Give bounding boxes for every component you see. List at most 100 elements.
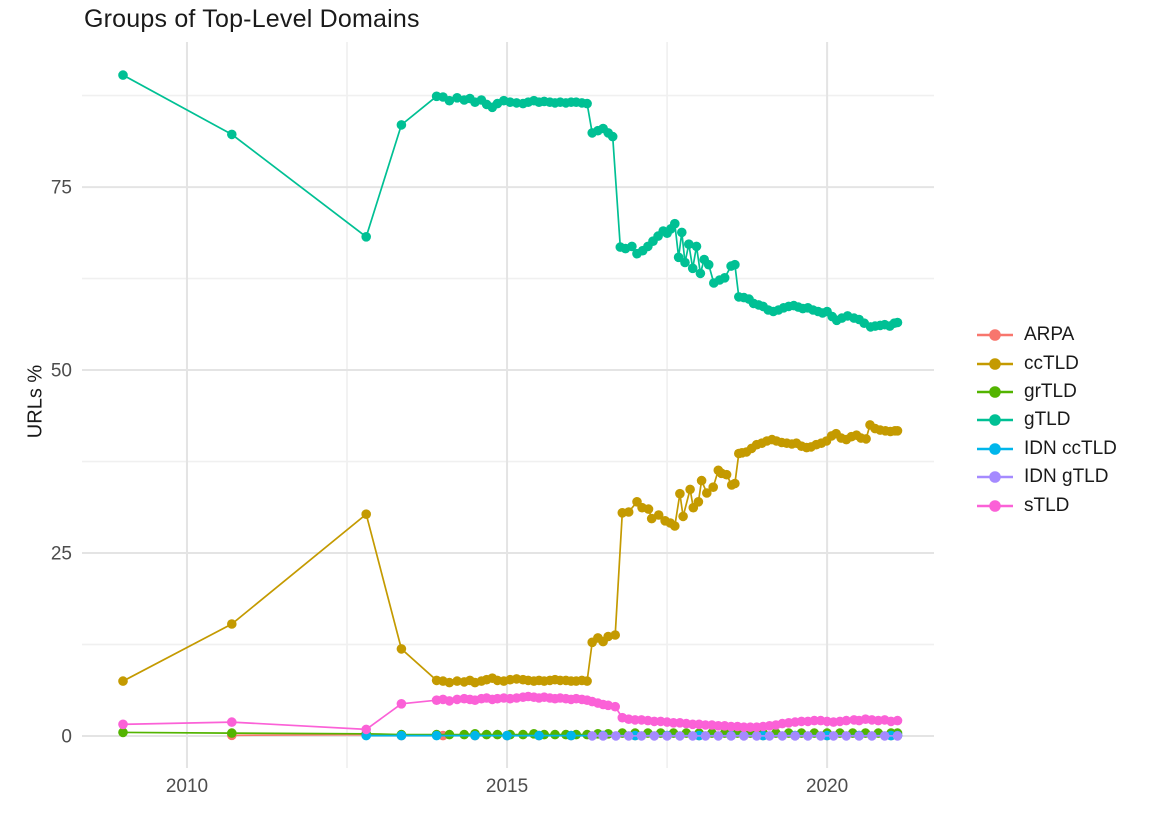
- data-point-idn-gtld: [854, 731, 864, 741]
- legend-label: grTLD: [1024, 380, 1077, 402]
- data-point-gtld: [227, 129, 237, 140]
- data-point-grtld: [518, 729, 528, 740]
- data-point-stld: [444, 696, 455, 706]
- data-point-stld: [610, 701, 620, 712]
- legend-key-dot: [989, 442, 1001, 455]
- legend-label: gTLD: [1024, 409, 1071, 431]
- data-point-grtld: [550, 729, 560, 740]
- data-point-idn-gtld: [726, 731, 736, 741]
- data-point-idn-gtld: [713, 731, 724, 741]
- data-point-idn-gtld: [777, 731, 788, 741]
- data-point-grtld: [459, 729, 470, 740]
- data-point-stld: [396, 699, 407, 709]
- data-point-cctld: [452, 676, 462, 686]
- y-tick-label: 75: [51, 178, 72, 199]
- data-point-cctld: [730, 478, 740, 489]
- data-point-cctld: [396, 644, 407, 654]
- data-point-gtld: [730, 259, 740, 270]
- data-point-gtld: [627, 241, 637, 252]
- series-line-gtld: [122, 74, 898, 328]
- legend-key-dot: [989, 471, 1001, 483]
- data-point-idn-gtld: [687, 731, 698, 741]
- data-point-stld: [118, 719, 128, 730]
- data-point-grtld: [118, 727, 128, 738]
- data-point-cctld: [721, 469, 732, 480]
- legend-key-dot: [989, 329, 1001, 341]
- x-tick-label: 2010: [166, 776, 208, 797]
- data-point-idn-cctld: [431, 730, 442, 741]
- data-point-idn-cctld: [470, 730, 480, 741]
- data-point-cctld: [361, 509, 372, 519]
- data-point-cctld: [643, 504, 654, 514]
- data-point-idn-gtld: [700, 731, 711, 741]
- data-point-cctld: [678, 511, 688, 522]
- data-point-gtld: [691, 241, 702, 252]
- data-point-cctld: [227, 619, 237, 629]
- data-point-grtld: [227, 728, 237, 738]
- data-point-gtld: [444, 95, 455, 106]
- legend-label: ccTLD: [1024, 352, 1079, 374]
- legend-key-icon: [977, 386, 1013, 398]
- data-point-gtld: [684, 239, 694, 249]
- legend-item-idn-cctld: IDN ccTLD: [975, 435, 1117, 463]
- data-point-cctld: [702, 488, 712, 498]
- legend-label: sTLD: [1024, 494, 1070, 516]
- data-point-gtld: [719, 273, 730, 283]
- legend-label: IDN ccTLD: [1024, 437, 1117, 459]
- legend-key-dot: [989, 414, 1001, 427]
- data-point-cctld: [892, 426, 903, 436]
- data-point-idn-gtld: [739, 731, 749, 741]
- data-point-gtld: [582, 98, 592, 109]
- data-point-stld: [841, 715, 852, 726]
- legend-item-idn-gtld: IDN gTLD: [975, 463, 1117, 491]
- data-point-stld: [892, 715, 903, 726]
- legend-key-dot: [989, 357, 1001, 370]
- data-point-cctld: [696, 475, 707, 486]
- legend-label: IDN gTLD: [1024, 466, 1109, 488]
- data-point-cctld: [685, 484, 695, 495]
- data-point-grtld: [481, 729, 492, 740]
- x-tick-label: 2015: [486, 776, 528, 797]
- data-point-idn-gtld: [598, 731, 608, 741]
- data-point-cctld: [118, 676, 128, 686]
- legend-item-arpa: ARPA: [975, 321, 1117, 349]
- data-point-gtld: [687, 263, 698, 274]
- data-point-idn-gtld: [764, 731, 775, 741]
- data-point-stld: [361, 724, 372, 735]
- y-tick-label: 25: [51, 544, 72, 565]
- legend: ARPA ccTLD grTLD gTLD IDN ccTLD IDN gTLD sTLD: [975, 321, 1117, 520]
- data-point-gtld: [118, 70, 128, 80]
- data-point-cctld: [623, 507, 634, 517]
- legend-item-cctld: ccTLD: [975, 349, 1117, 377]
- legend-key-icon: [977, 414, 1013, 427]
- data-point-gtld: [361, 232, 372, 242]
- data-point-gtld: [680, 257, 690, 268]
- legend-item-stld: sTLD: [975, 491, 1117, 519]
- data-point-grtld: [492, 729, 503, 740]
- data-point-idn-gtld: [611, 731, 621, 741]
- data-point-idn-gtld: [636, 731, 647, 741]
- data-point-gtld: [703, 259, 714, 270]
- data-point-gtld: [670, 218, 680, 229]
- legend-key-icon: [977, 357, 1013, 370]
- data-point-idn-gtld: [751, 731, 762, 741]
- data-point-idn-gtld: [867, 731, 877, 741]
- legend-label: ARPA: [1024, 324, 1075, 346]
- data-point-stld: [452, 694, 462, 705]
- data-point-cctld: [693, 497, 704, 507]
- data-point-idn-gtld: [828, 731, 839, 741]
- legend-key-icon: [977, 329, 1013, 341]
- data-point-idn-gtld: [815, 731, 826, 741]
- data-point-gtld: [607, 131, 618, 142]
- y-tick-label: 0: [61, 727, 72, 748]
- data-point-idn-gtld: [879, 731, 890, 741]
- data-point-gtld: [695, 268, 706, 279]
- data-point-idn-gtld: [803, 731, 813, 741]
- data-point-cctld: [670, 521, 680, 531]
- data-point-idn-cctld: [396, 730, 407, 741]
- legend-key-icon: [977, 442, 1013, 455]
- data-point-cctld: [708, 482, 718, 493]
- data-point-idn-gtld: [892, 731, 903, 741]
